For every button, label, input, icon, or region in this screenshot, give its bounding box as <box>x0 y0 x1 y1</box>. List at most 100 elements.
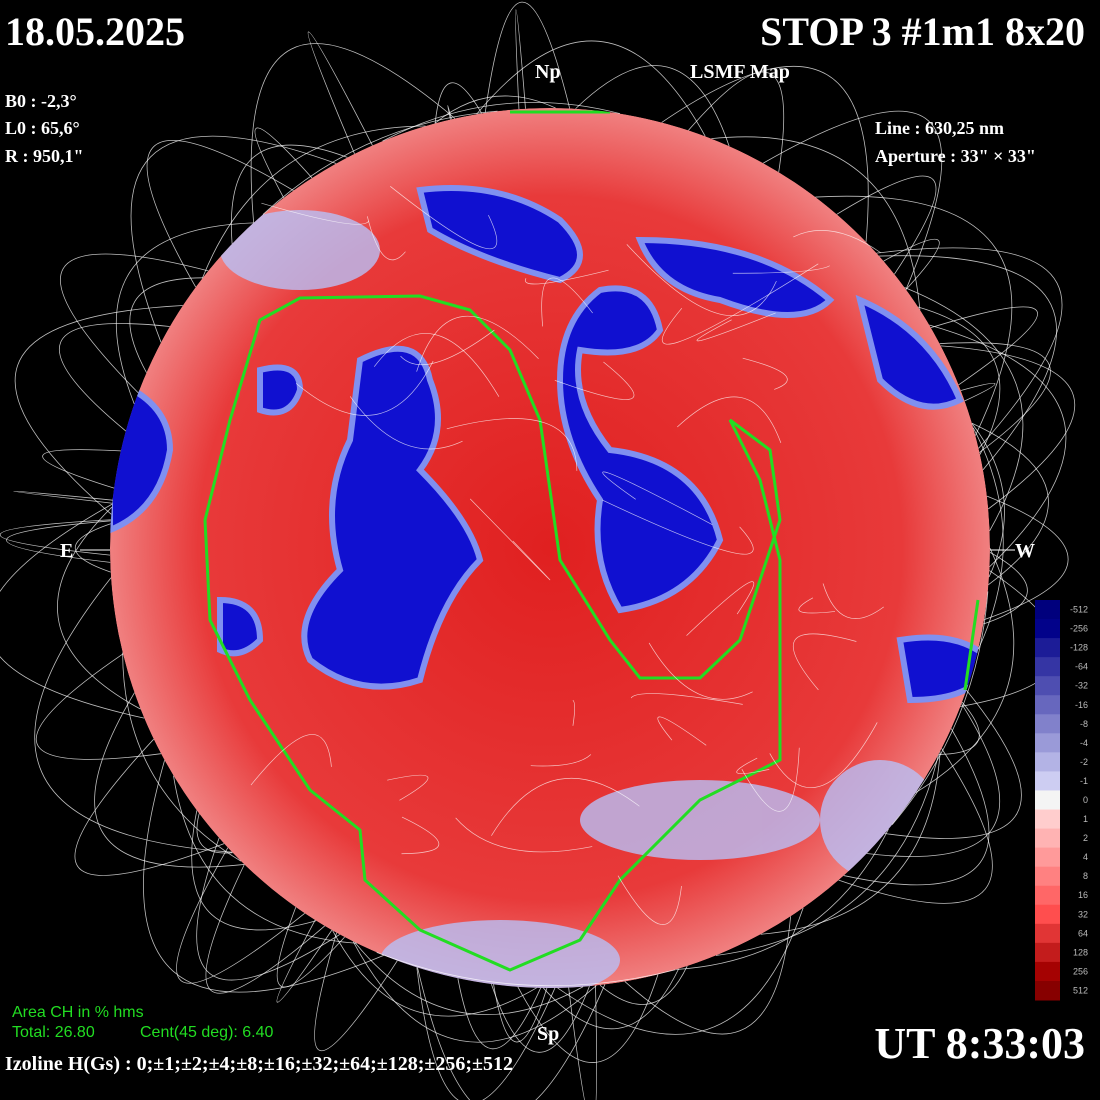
field-line <box>617 875 682 925</box>
colorbar-segment <box>1035 923 1060 944</box>
field-line <box>732 265 830 274</box>
field-line <box>0 503 145 719</box>
field-line <box>373 333 500 397</box>
field-line <box>517 974 659 1063</box>
field-line <box>836 175 937 275</box>
field-line <box>515 9 526 110</box>
isolines: Izoline H(Gs) : 0;±1;±2;±4;±8;±16;±32;±6… <box>5 1053 513 1075</box>
field-line <box>876 247 1063 449</box>
field-line <box>176 847 305 984</box>
field-line <box>960 382 996 402</box>
field-line <box>930 306 1038 386</box>
field-line <box>648 642 753 700</box>
field-line <box>843 728 990 886</box>
south-label: Sp <box>537 1023 559 1045</box>
colorbar-segment <box>1035 828 1060 849</box>
field-line <box>143 760 384 993</box>
field-line <box>417 967 606 1100</box>
field-line <box>416 967 556 1100</box>
colorbar-segment <box>1035 600 1060 620</box>
field-line <box>657 716 707 746</box>
colorbar-label: -64 <box>1075 662 1088 672</box>
field-line <box>60 253 209 394</box>
colorbar-label: -4 <box>1080 738 1088 748</box>
colorbar-label: -512 <box>1070 605 1088 615</box>
field-line <box>382 102 621 142</box>
field-line <box>626 244 777 317</box>
field-line <box>493 984 548 1043</box>
field-line <box>276 919 333 1003</box>
field-line <box>6 520 111 563</box>
field-line <box>688 71 785 173</box>
colorbar-segment <box>1035 790 1060 811</box>
field-line <box>295 360 434 416</box>
field-line <box>940 345 1076 510</box>
field-line <box>57 506 141 710</box>
colorbar-segment <box>1035 676 1060 696</box>
field-line <box>457 978 542 1050</box>
field-line <box>939 342 1051 453</box>
ch-center: Cent(45 deg): 6.40 <box>140 1024 274 1041</box>
field-line <box>276 907 345 988</box>
colorbar-segment <box>1035 752 1060 772</box>
subtitle: LSMF Map <box>690 61 790 83</box>
colorbar-segment <box>1035 695 1060 715</box>
field-line <box>983 552 1028 625</box>
field-line <box>661 65 869 242</box>
field-line <box>401 816 439 855</box>
colorbar-label: 8 <box>1083 871 1088 881</box>
field-line <box>798 597 836 614</box>
colorbar-label: -8 <box>1080 719 1088 729</box>
colorbar-label: 128 <box>1073 947 1088 957</box>
field-line <box>196 813 233 854</box>
field-line <box>250 734 332 786</box>
colorbar-segment <box>1035 657 1060 677</box>
colorbar-label: 16 <box>1078 890 1088 900</box>
field-line <box>904 287 1024 532</box>
title: STOP 3 #1m1 8x20 <box>760 9 1085 54</box>
colorbar-label: -32 <box>1075 681 1088 691</box>
north-label: Np <box>535 61 561 83</box>
field-line <box>557 907 804 1035</box>
field-line <box>35 653 162 760</box>
colorbar-label: 64 <box>1078 928 1088 938</box>
colorbar-label: 32 <box>1078 909 1088 919</box>
field-line <box>400 329 495 366</box>
field-line <box>491 777 640 836</box>
field-line <box>676 828 889 970</box>
field-line <box>455 817 593 853</box>
field-line <box>602 471 713 525</box>
field-line <box>314 932 398 1052</box>
field-line <box>173 775 357 944</box>
field-line <box>686 581 755 636</box>
field-line <box>763 110 943 290</box>
field-line <box>891 591 989 825</box>
field-line <box>349 396 463 450</box>
colorbar-segment <box>1035 866 1060 887</box>
radius: R : 950,1" <box>5 146 84 166</box>
field-line <box>815 195 1013 436</box>
field-line <box>75 523 111 573</box>
colorbar-label: -2 <box>1080 757 1088 767</box>
field-line <box>918 306 1001 455</box>
field-line <box>760 751 941 935</box>
field-line <box>971 423 1005 578</box>
aperture: Aperture : 33" × 33" <box>875 146 1036 166</box>
colorbar-label: -1 <box>1080 776 1088 786</box>
field-line <box>0 519 111 556</box>
colorbar-segment <box>1035 847 1060 868</box>
field-line <box>677 396 782 443</box>
field-line <box>599 965 688 1005</box>
colorbar-segment <box>1035 885 1060 906</box>
field-line <box>884 689 1022 839</box>
colorbar-segment <box>1035 638 1060 658</box>
colorbar-segment <box>1035 961 1060 982</box>
colorbar-label: 256 <box>1073 966 1088 976</box>
field-line <box>866 703 1000 857</box>
field-line <box>191 810 317 931</box>
colorbar-segment <box>1035 733 1060 753</box>
field-line <box>469 498 551 581</box>
colorbar-label: -16 <box>1075 700 1088 710</box>
field-lines <box>0 1 1076 1100</box>
line: Line : 630,25 nm <box>875 118 1004 138</box>
